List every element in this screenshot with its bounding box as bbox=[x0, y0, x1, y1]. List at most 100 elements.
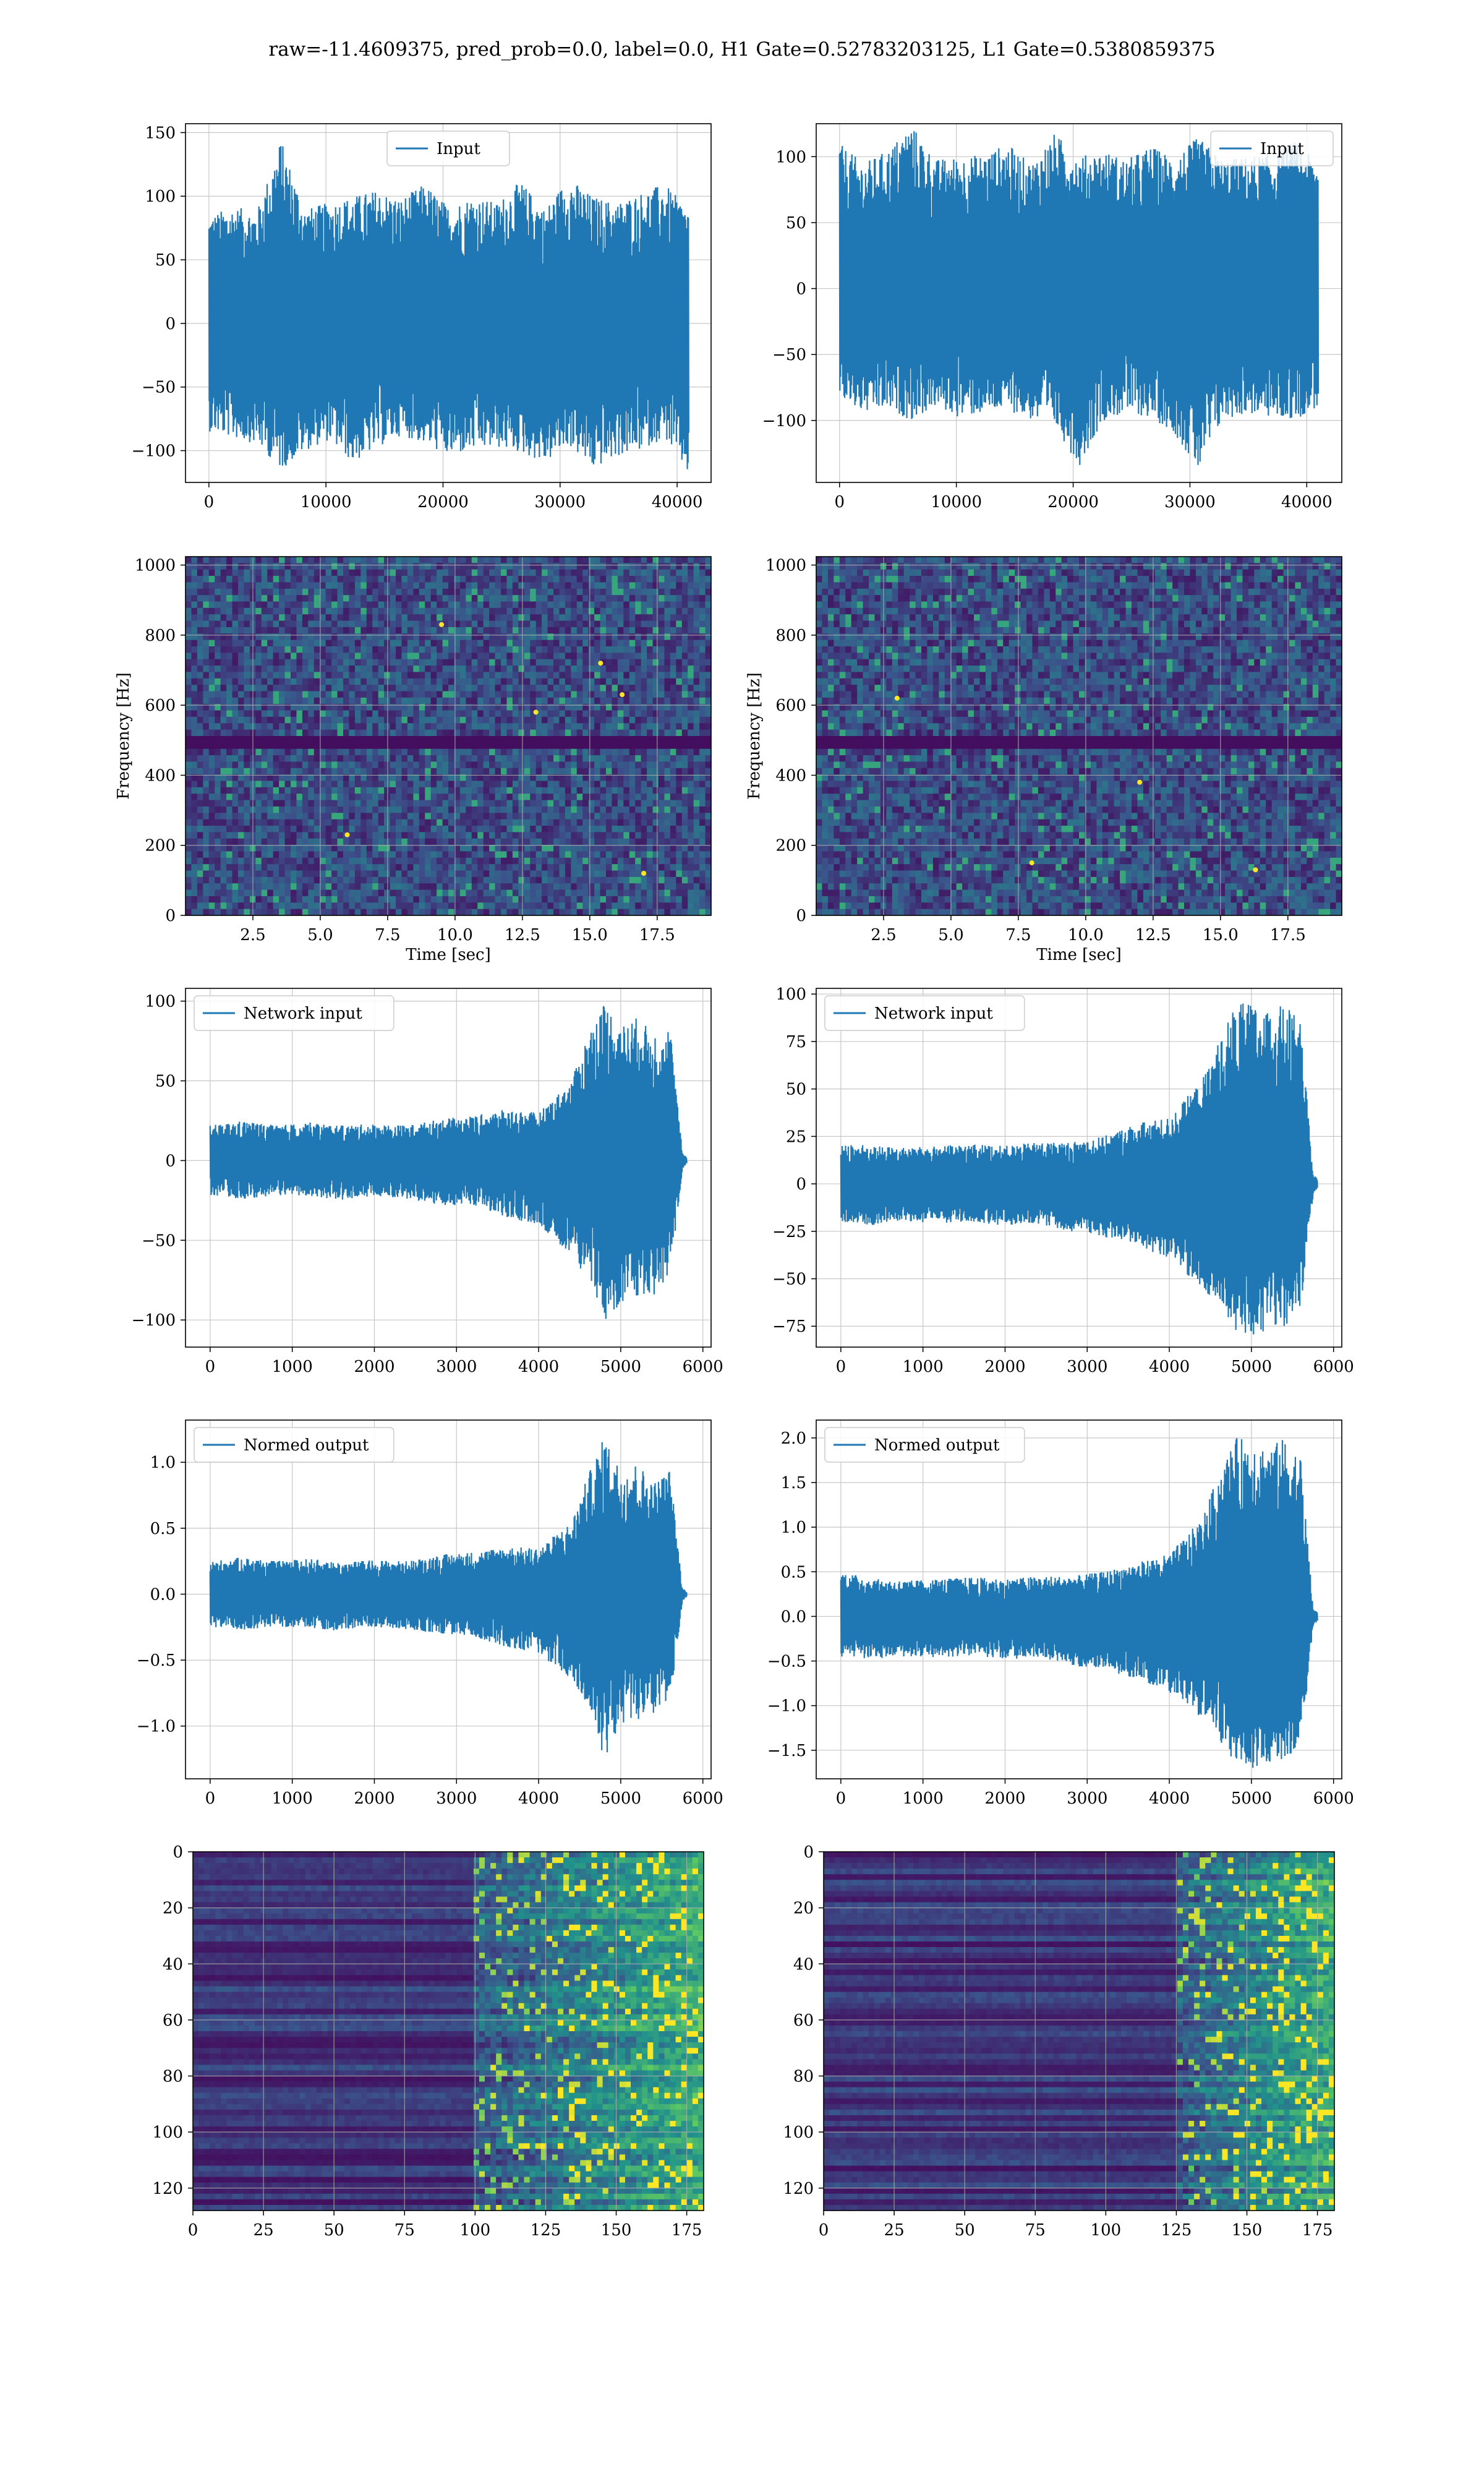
y-tick-label: 50 bbox=[155, 1072, 176, 1091]
x-tick-label: 1000 bbox=[903, 1358, 944, 1376]
y-tick-label: 120 bbox=[152, 2180, 183, 2198]
y-tick-label: 600 bbox=[145, 696, 176, 715]
x-tick-label: 10000 bbox=[931, 493, 982, 511]
x-tick-label: 125 bbox=[531, 2221, 561, 2240]
legend: Normed output bbox=[824, 1427, 1025, 1463]
x-tick-label: 30000 bbox=[1164, 493, 1216, 511]
x-tick-label: 25 bbox=[254, 2221, 274, 2240]
x-tick-label: 5000 bbox=[1231, 1358, 1272, 1376]
y-tick-label: 0 bbox=[165, 1152, 176, 1170]
y-tick-label: 1.0 bbox=[781, 1518, 806, 1537]
x-tick-label: 17.5 bbox=[639, 926, 675, 944]
y-tick-label: 60 bbox=[163, 2011, 183, 2030]
y-tick-label: −50 bbox=[142, 1231, 176, 1250]
series-line bbox=[840, 1003, 1318, 1335]
axes-frame bbox=[185, 988, 712, 1348]
x-tick-label: 3000 bbox=[436, 1789, 477, 1808]
legend: Normed output bbox=[194, 1427, 394, 1463]
legend-box bbox=[824, 995, 1025, 1031]
axes-frame bbox=[816, 123, 1342, 483]
x-tick-label: 7.5 bbox=[375, 926, 400, 944]
bright-spot bbox=[1253, 867, 1258, 873]
heatmap-cells bbox=[824, 1852, 1335, 2211]
h1-normed-output-chart: Normed output 0 1000 2000 3000 4000 5000 6000 −1… bbox=[137, 1419, 723, 1808]
y-tick-label: 1000 bbox=[765, 557, 806, 575]
x-tick-label: 0 bbox=[836, 1789, 846, 1808]
axes-frame bbox=[185, 1419, 712, 1779]
l1-input-chart: Input 0 10000 20000 30000 40000 −100 −50 0 50 100 bbox=[762, 123, 1342, 511]
y-tick-label: 50 bbox=[786, 214, 806, 233]
axes-frame bbox=[192, 1851, 704, 2211]
y-tick-label: −50 bbox=[772, 1270, 806, 1289]
x-tick-label: 0 bbox=[205, 1789, 216, 1808]
x-tick-label: 2000 bbox=[354, 1358, 394, 1376]
x-tick-label: 2000 bbox=[354, 1789, 394, 1808]
y-tick-label: 0 bbox=[796, 907, 806, 925]
y-tick-label: 120 bbox=[783, 2180, 814, 2198]
x-tick-label: 40000 bbox=[1281, 493, 1333, 511]
tick-labels: 0 1000 2000 3000 4000 5000 6000 −1.0 −0.5 0.0 0.5 1… bbox=[137, 1453, 723, 1808]
x-tick-label: 2000 bbox=[984, 1358, 1025, 1376]
y-tick-label: 2.0 bbox=[781, 1429, 806, 1448]
y-tick-label: −1.5 bbox=[767, 1742, 806, 1760]
x-tick-label: 50 bbox=[324, 2221, 344, 2240]
y-tick-label: 100 bbox=[145, 187, 176, 206]
heatmap-cells bbox=[186, 557, 712, 916]
y-tick-label: 60 bbox=[793, 2011, 814, 2030]
x-axis-label: Time [sec] bbox=[1036, 946, 1122, 964]
x-tick-label: 5000 bbox=[600, 1358, 641, 1376]
x-tick-label: 1000 bbox=[272, 1789, 313, 1808]
y-tick-label: 1.0 bbox=[150, 1453, 176, 1472]
series-line bbox=[840, 1438, 1318, 1768]
y-tick-label: 400 bbox=[775, 766, 806, 785]
y-tick-label: 0 bbox=[173, 1843, 183, 1862]
y-tick-label: 0 bbox=[796, 280, 806, 299]
legend-label: Input bbox=[1260, 140, 1304, 158]
axes-frame bbox=[823, 1851, 1335, 2211]
x-tick-label: 150 bbox=[601, 2221, 632, 2240]
y-tick-label: 0 bbox=[796, 1175, 806, 1194]
x-tick-label: 40000 bbox=[652, 493, 703, 511]
y-tick-label: 0.0 bbox=[781, 1607, 806, 1626]
tick-labels: 2.5 5.0 7.5 10.0 12.5 15.0 17.5 0 200 400 600 800 10… bbox=[135, 557, 675, 944]
y-tick-label: 150 bbox=[145, 124, 176, 142]
y-tick-label: −0.5 bbox=[137, 1651, 176, 1670]
x-tick-label: 175 bbox=[672, 2221, 702, 2240]
legend: Input bbox=[386, 131, 510, 166]
bright-spot bbox=[344, 832, 350, 837]
y-tick-label: 0.5 bbox=[150, 1520, 176, 1538]
legend-box bbox=[386, 131, 510, 166]
x-tick-label: 6000 bbox=[683, 1358, 723, 1376]
axes-frame bbox=[816, 556, 1342, 916]
y-tick-label: 100 bbox=[152, 2123, 183, 2142]
y-tick-label: 100 bbox=[775, 985, 806, 1004]
y-tick-label: 200 bbox=[775, 837, 806, 855]
axes-frame bbox=[816, 1419, 1342, 1779]
legend-box bbox=[1210, 131, 1334, 166]
y-tick-label: 20 bbox=[163, 1899, 183, 1918]
y-tick-label: −100 bbox=[762, 412, 806, 430]
y-tick-label: 1000 bbox=[135, 557, 176, 575]
h1-input-chart: Input 0 10000 20000 30000 40000 −100 −50 0 50 100 1… bbox=[132, 123, 712, 511]
figure-title: raw=-11.4609375, pred_prob=0.0, label=0.… bbox=[0, 38, 1484, 61]
x-tick-label: 6000 bbox=[683, 1789, 723, 1808]
bright-spot bbox=[598, 661, 603, 666]
x-tick-label: 15.0 bbox=[1203, 926, 1239, 944]
l1-normed-output-chart: Normed output 0 1000 2000 3000 4000 5000 6000 −1… bbox=[767, 1419, 1354, 1808]
x-axis-label: Time [sec] bbox=[406, 946, 491, 964]
y-tick-label: 0 bbox=[165, 907, 176, 925]
x-tick-label: 5000 bbox=[1231, 1789, 1272, 1808]
y-axis-label: Frequency [Hz] bbox=[114, 672, 133, 800]
axes-frame bbox=[185, 556, 712, 916]
y-tick-label: 0.5 bbox=[781, 1563, 806, 1582]
bright-spot bbox=[1137, 779, 1143, 785]
x-tick-label: 0 bbox=[819, 2221, 829, 2240]
y-tick-label: 40 bbox=[163, 1955, 183, 1974]
tick-labels: 0 10000 20000 30000 40000 −100 −50 0 50 100 150 bbox=[132, 124, 703, 511]
x-tick-label: 5.0 bbox=[307, 926, 333, 944]
legend-label: Normed output bbox=[244, 1436, 369, 1455]
y-tick-label: 0 bbox=[803, 1843, 814, 1862]
x-tick-label: 5000 bbox=[600, 1789, 641, 1808]
h1-spectrogram-chart: 2.5 5.0 7.5 10.0 12.5 15.0 17.5 0 200 400 600 800 10… bbox=[114, 556, 712, 964]
